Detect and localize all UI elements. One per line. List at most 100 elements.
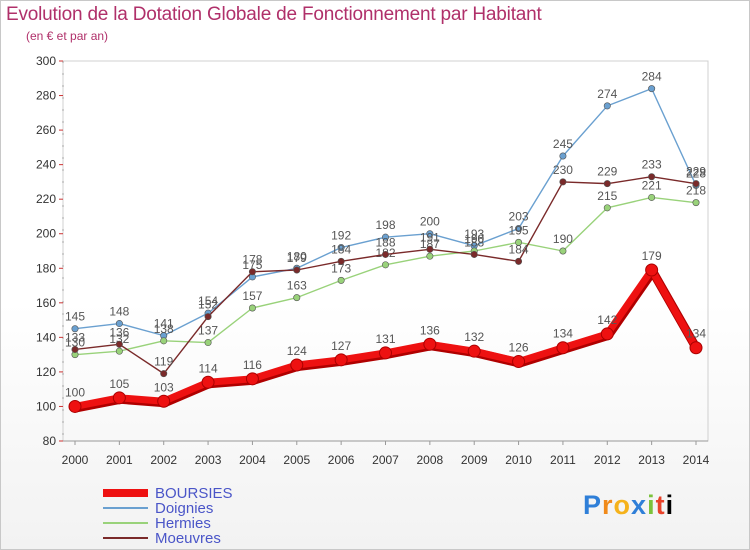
x-tick-label: 2009 [461, 453, 488, 467]
data-label-boursies: 179 [642, 249, 662, 263]
data-label-boursies: 132 [464, 330, 484, 344]
y-tick-label: 100 [36, 399, 56, 413]
data-point-moeuvres [293, 266, 301, 274]
y-tick-label: 280 [36, 89, 56, 103]
data-label-moeuvres: 152 [198, 298, 218, 312]
data-point-boursies [112, 391, 126, 405]
data-label-boursies: 134 [553, 327, 573, 341]
y-tick-label: 220 [36, 192, 56, 206]
y-tick-label: 180 [36, 261, 56, 275]
data-point-boursies [423, 337, 437, 351]
data-point-doignies [559, 152, 567, 160]
data-label-doignies: 200 [420, 215, 440, 229]
data-point-boursies [645, 263, 659, 277]
data-point-moeuvres [426, 245, 434, 253]
y-tick-label: 120 [36, 365, 56, 379]
data-point-moeuvres [381, 250, 389, 258]
data-point-hermies [337, 276, 345, 284]
y-tick-label: 140 [36, 330, 56, 344]
data-point-doignies [515, 225, 523, 233]
data-label-doignies: 180 [287, 249, 307, 263]
y-tick-label: 80 [43, 434, 57, 448]
x-tick-label: 2014 [683, 453, 710, 467]
data-label-moeuvres: 184 [509, 242, 529, 256]
data-label-hermies: 215 [597, 189, 617, 203]
data-point-hermies [381, 261, 389, 269]
data-point-moeuvres [515, 257, 523, 265]
data-label-hermies: 195 [509, 223, 529, 237]
data-label-boursies: 142 [597, 313, 617, 327]
data-label-moeuvres: 179 [287, 251, 307, 265]
y-tick-label: 200 [36, 227, 56, 241]
data-label-moeuvres: 184 [331, 242, 351, 256]
x-tick-label: 2010 [505, 453, 532, 467]
data-point-moeuvres [692, 180, 700, 188]
proxiti-logo: Proxiti [583, 490, 675, 520]
data-point-doignies [603, 102, 611, 110]
data-point-hermies [293, 294, 301, 302]
data-label-doignies: 148 [109, 305, 129, 319]
data-point-moeuvres [603, 180, 611, 188]
data-label-moeuvres: 229 [686, 165, 706, 179]
data-label-boursies: 105 [109, 377, 129, 391]
legend-label-boursies: BOURSIES [155, 485, 233, 502]
y-tick-label: 240 [36, 158, 56, 172]
data-label-doignies: 245 [553, 137, 573, 151]
data-point-doignies [381, 233, 389, 241]
data-label-boursies: 100 [65, 385, 85, 399]
data-label-doignies: 193 [464, 227, 484, 241]
data-label-doignies: 175 [242, 258, 262, 272]
data-label-moeuvres: 133 [65, 330, 85, 344]
data-label-hermies: 163 [287, 279, 307, 293]
x-tick-label: 2012 [594, 453, 621, 467]
data-label-boursies: 136 [420, 323, 440, 337]
data-point-hermies [204, 339, 212, 347]
data-label-doignies: 274 [597, 87, 617, 101]
data-label-moeuvres: 188 [464, 235, 484, 249]
data-label-moeuvres: 178 [242, 253, 262, 267]
data-point-boursies [689, 341, 703, 355]
x-tick-label: 2002 [150, 453, 177, 467]
data-point-moeuvres [71, 345, 79, 353]
data-point-boursies [556, 341, 570, 355]
data-label-moeuvres: 230 [553, 163, 573, 177]
data-point-doignies [337, 244, 345, 252]
x-tick-label: 2008 [417, 453, 444, 467]
data-label-boursies: 103 [154, 380, 174, 394]
data-point-hermies [648, 193, 656, 201]
data-point-hermies [426, 252, 434, 260]
x-tick-label: 2013 [638, 453, 665, 467]
data-point-boursies [512, 355, 526, 369]
chart-subtitle: (en € et par an) [26, 29, 109, 43]
data-point-moeuvres [204, 313, 212, 321]
x-tick-label: 2011 [550, 453, 576, 467]
data-label-moeuvres: 229 [597, 165, 617, 179]
data-point-hermies [603, 204, 611, 212]
data-point-moeuvres [115, 340, 123, 348]
data-label-doignies: 192 [331, 229, 351, 243]
data-label-moeuvres: 188 [375, 235, 395, 249]
data-label-hermies: 157 [242, 289, 262, 303]
data-point-boursies [157, 394, 171, 408]
data-label-hermies: 137 [198, 324, 218, 338]
legend-label-hermies: Hermies [155, 515, 211, 532]
data-point-doignies [115, 320, 123, 328]
chart-title: Evolution de la Dotation Globale de Fonc… [6, 4, 542, 25]
data-label-boursies: 126 [509, 341, 529, 355]
legend-label-moeuvres: Moeuvres [155, 530, 221, 547]
data-label-doignies: 228 [686, 166, 706, 180]
data-label-boursies: 131 [375, 332, 395, 346]
data-point-moeuvres [470, 250, 478, 258]
data-point-doignies [71, 325, 79, 333]
data-point-moeuvres [559, 178, 567, 186]
data-label-hermies: 190 [553, 232, 573, 246]
data-point-boursies [467, 344, 481, 358]
data-point-doignies [648, 85, 656, 93]
data-point-hermies [559, 247, 567, 255]
data-point-boursies [600, 327, 614, 341]
y-tick-label: 300 [36, 54, 56, 68]
data-label-hermies: 130 [65, 336, 85, 350]
data-point-moeuvres [648, 173, 656, 181]
data-point-hermies [160, 337, 168, 345]
data-point-doignies [426, 230, 434, 238]
